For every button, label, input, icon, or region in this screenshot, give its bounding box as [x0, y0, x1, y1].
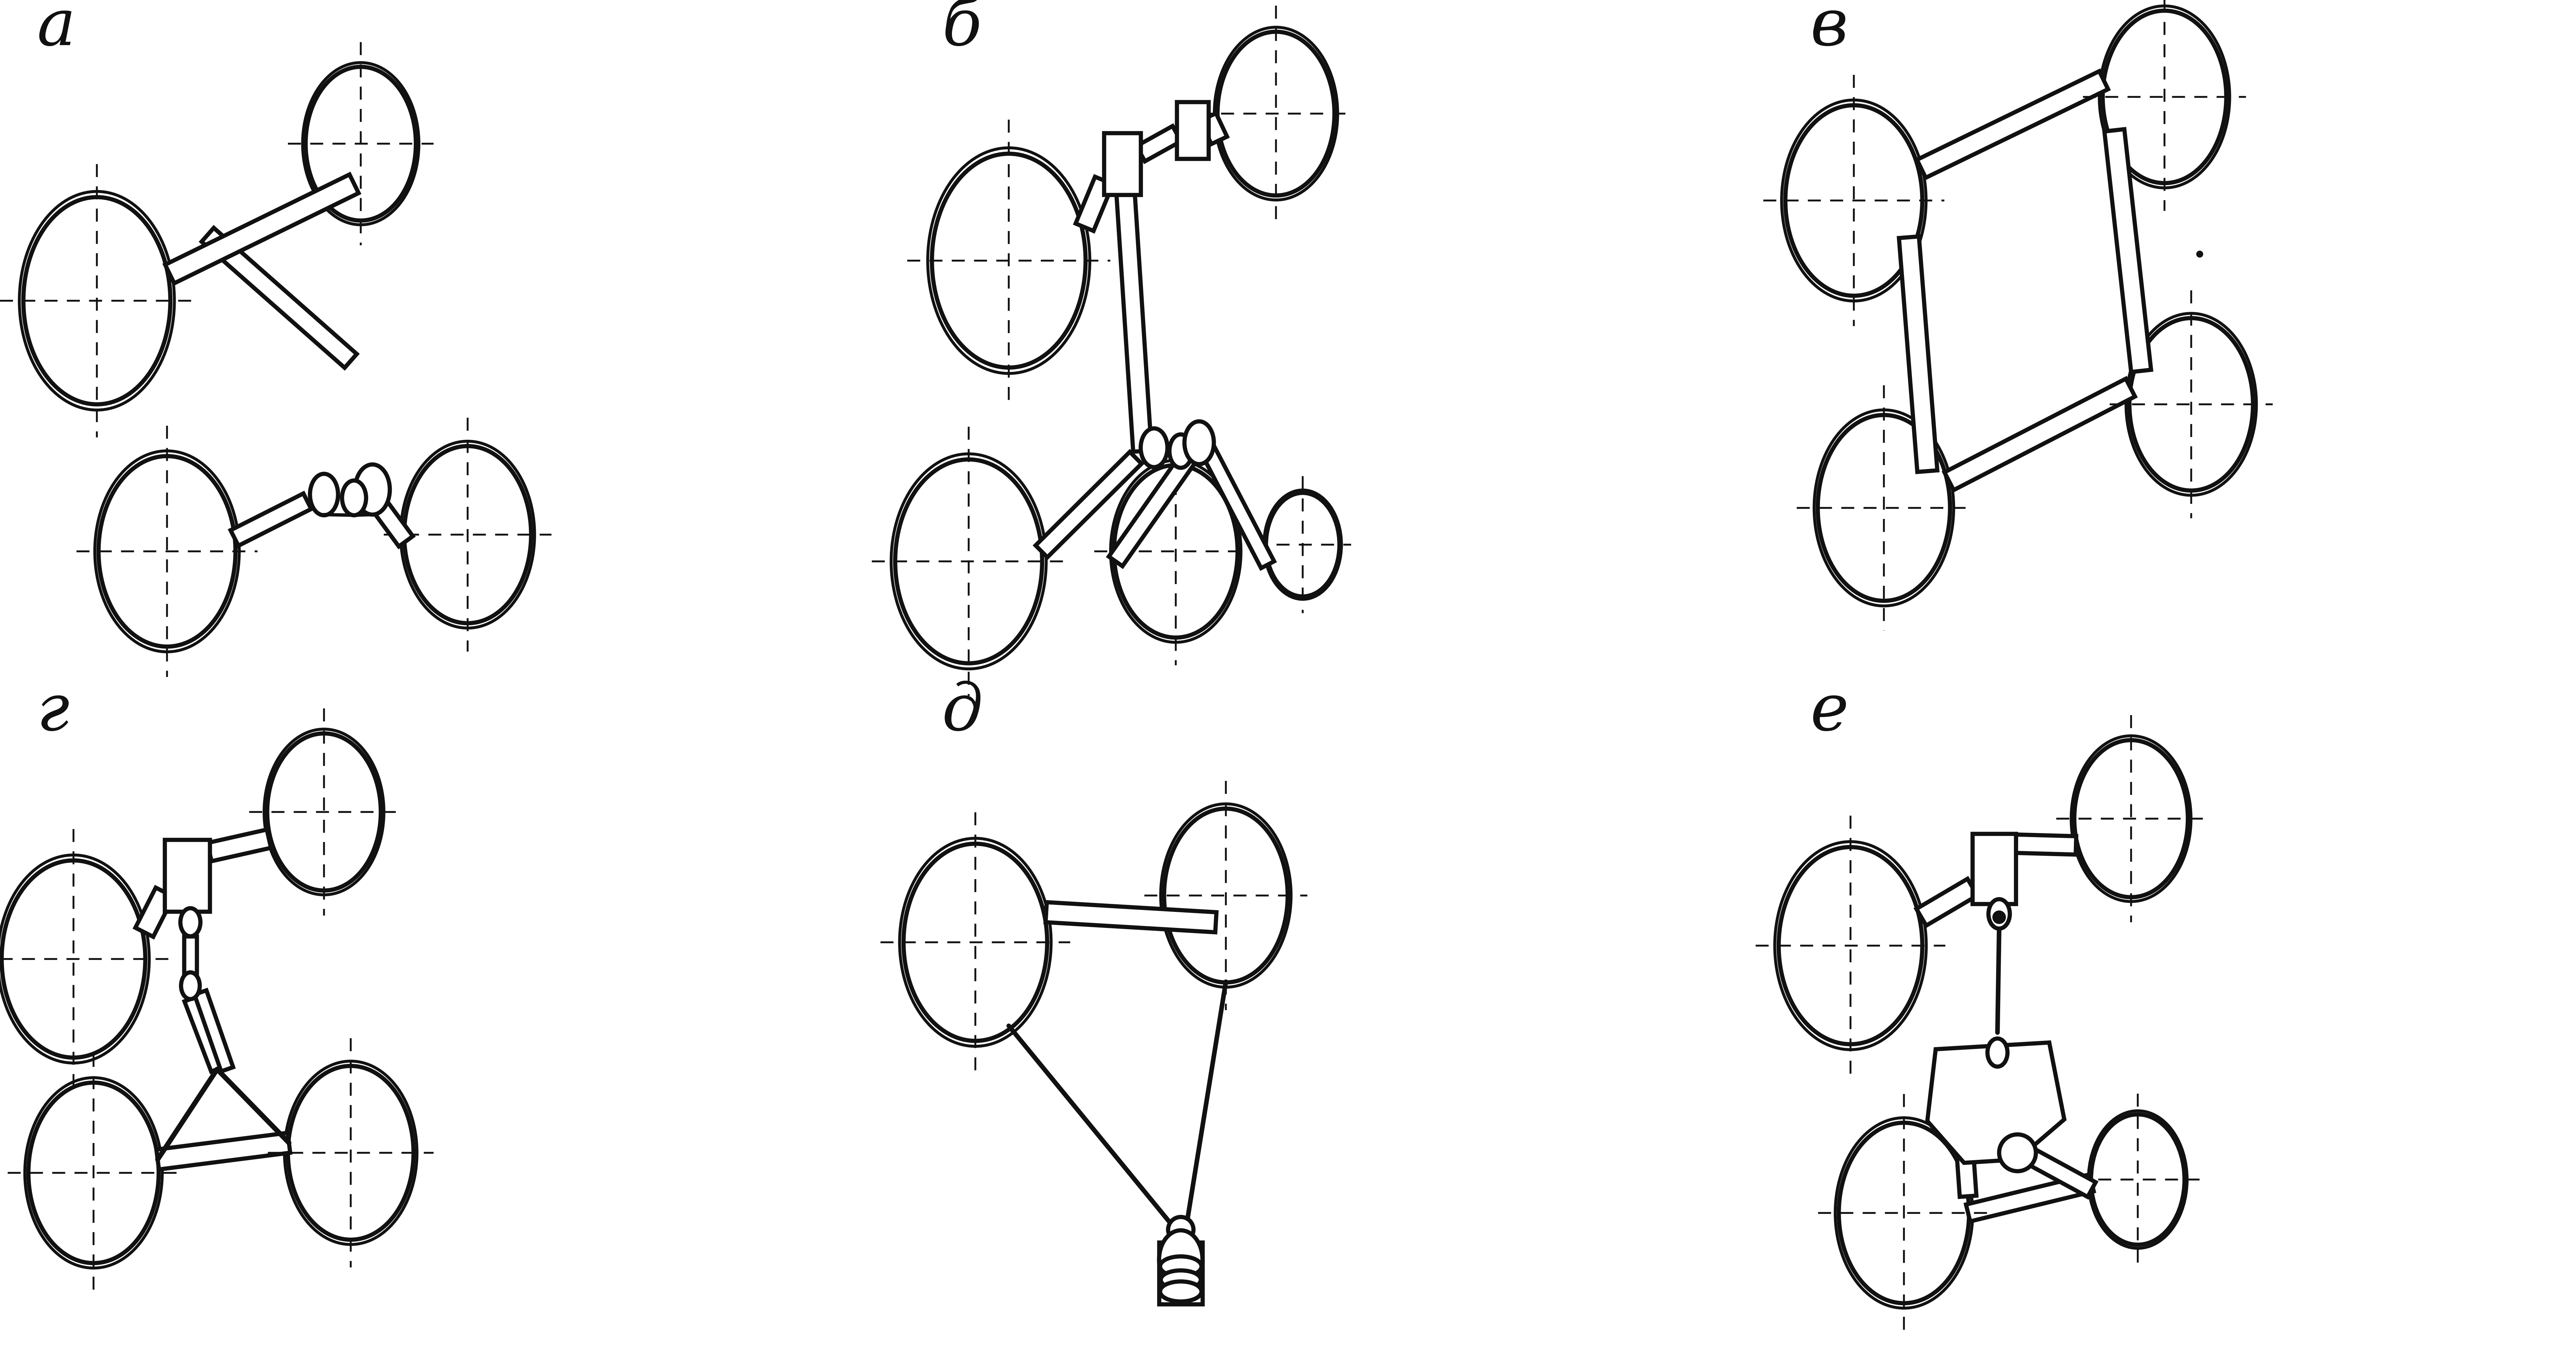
Ellipse shape	[180, 908, 201, 936]
Ellipse shape	[1218, 32, 1334, 196]
Polygon shape	[2014, 834, 2076, 855]
Bar	[165, 840, 209, 911]
Text: е: е	[1811, 681, 1850, 744]
Ellipse shape	[896, 459, 1043, 663]
Polygon shape	[358, 480, 412, 547]
Ellipse shape	[343, 481, 366, 515]
Text: г: г	[36, 681, 70, 744]
Circle shape	[1167, 1217, 1193, 1243]
Ellipse shape	[307, 67, 415, 221]
Ellipse shape	[2130, 318, 2254, 490]
Ellipse shape	[1265, 493, 1340, 596]
Circle shape	[1994, 912, 2004, 922]
Polygon shape	[1200, 443, 1275, 569]
Polygon shape	[157, 1133, 291, 1170]
Text: д: д	[943, 681, 984, 744]
Ellipse shape	[23, 197, 170, 404]
Ellipse shape	[309, 474, 337, 515]
Ellipse shape	[1159, 1281, 1200, 1302]
Bar	[1973, 834, 2017, 904]
Ellipse shape	[1819, 415, 1950, 601]
Text: б: б	[943, 0, 981, 59]
Ellipse shape	[1162, 1270, 1200, 1289]
Ellipse shape	[2074, 740, 2187, 897]
Text: а: а	[36, 0, 75, 59]
Polygon shape	[1955, 1138, 1976, 1197]
Ellipse shape	[3, 860, 144, 1058]
Polygon shape	[1945, 378, 2136, 490]
Polygon shape	[1046, 903, 1216, 932]
Ellipse shape	[1141, 429, 1167, 467]
Polygon shape	[201, 227, 358, 367]
Polygon shape	[1917, 878, 1978, 926]
Ellipse shape	[98, 456, 234, 647]
Polygon shape	[1108, 449, 1198, 566]
Ellipse shape	[404, 447, 531, 623]
Ellipse shape	[1185, 422, 1213, 464]
Polygon shape	[1899, 237, 1937, 471]
Bar	[1105, 133, 1141, 195]
Ellipse shape	[2092, 1114, 2184, 1245]
Ellipse shape	[1113, 466, 1236, 637]
Bar	[1177, 101, 1208, 159]
Polygon shape	[193, 991, 234, 1071]
Ellipse shape	[268, 733, 381, 890]
Ellipse shape	[28, 1082, 160, 1263]
Polygon shape	[232, 493, 312, 545]
Circle shape	[1999, 1134, 2035, 1171]
Ellipse shape	[289, 1066, 415, 1240]
Ellipse shape	[1989, 899, 2009, 929]
Polygon shape	[1917, 71, 2107, 178]
Ellipse shape	[1170, 434, 1193, 467]
Ellipse shape	[1777, 847, 1922, 1044]
Ellipse shape	[180, 973, 201, 999]
Ellipse shape	[904, 844, 1048, 1041]
Polygon shape	[2020, 1145, 2097, 1197]
Ellipse shape	[355, 464, 389, 515]
Ellipse shape	[933, 153, 1084, 367]
Bar	[1159, 1243, 1203, 1304]
Ellipse shape	[1785, 105, 1922, 296]
Ellipse shape	[1164, 808, 1288, 982]
Polygon shape	[1965, 1174, 2094, 1222]
Polygon shape	[2105, 129, 2151, 373]
Ellipse shape	[1159, 1230, 1203, 1289]
Ellipse shape	[1839, 1123, 1968, 1303]
Polygon shape	[1927, 1043, 2063, 1163]
Ellipse shape	[1989, 1038, 2007, 1067]
Polygon shape	[183, 936, 196, 980]
Polygon shape	[1200, 114, 1226, 144]
Polygon shape	[185, 997, 224, 1071]
Polygon shape	[1077, 177, 1113, 232]
Polygon shape	[165, 174, 358, 284]
Polygon shape	[1115, 195, 1151, 452]
Text: в: в	[1811, 0, 1847, 59]
Ellipse shape	[1159, 1256, 1200, 1277]
Ellipse shape	[2102, 11, 2226, 184]
Polygon shape	[1036, 452, 1141, 558]
Polygon shape	[209, 830, 270, 862]
Polygon shape	[1136, 126, 1180, 162]
Polygon shape	[137, 888, 173, 937]
